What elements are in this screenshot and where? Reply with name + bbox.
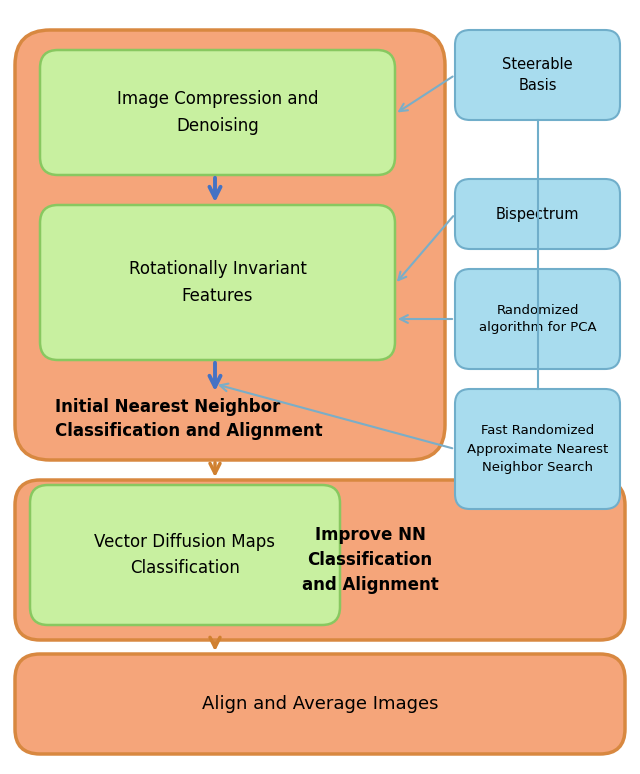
FancyBboxPatch shape bbox=[455, 179, 620, 249]
Text: Rotationally Invariant
Features: Rotationally Invariant Features bbox=[129, 260, 307, 305]
FancyBboxPatch shape bbox=[40, 205, 395, 360]
FancyBboxPatch shape bbox=[455, 269, 620, 369]
FancyBboxPatch shape bbox=[455, 389, 620, 509]
Text: Align and Average Images: Align and Average Images bbox=[202, 695, 438, 713]
Text: Improve NN
Classification
and Alignment: Improve NN Classification and Alignment bbox=[301, 526, 438, 594]
Text: Vector Diffusion Maps
Classification: Vector Diffusion Maps Classification bbox=[95, 533, 275, 577]
FancyBboxPatch shape bbox=[15, 654, 625, 754]
FancyBboxPatch shape bbox=[15, 30, 445, 460]
FancyBboxPatch shape bbox=[455, 30, 620, 120]
Text: Randomized
algorithm for PCA: Randomized algorithm for PCA bbox=[479, 303, 596, 334]
Text: Initial Nearest Neighbor
Classification and Alignment: Initial Nearest Neighbor Classification … bbox=[55, 398, 323, 440]
Text: Steerable
Basis: Steerable Basis bbox=[502, 57, 573, 93]
Text: Image Compression and
Denoising: Image Compression and Denoising bbox=[116, 91, 318, 135]
FancyBboxPatch shape bbox=[40, 50, 395, 175]
Text: Fast Randomized
Approximate Nearest
Neighbor Search: Fast Randomized Approximate Nearest Neig… bbox=[467, 424, 608, 474]
FancyBboxPatch shape bbox=[30, 485, 340, 625]
Text: Bispectrum: Bispectrum bbox=[496, 207, 579, 221]
FancyBboxPatch shape bbox=[15, 480, 625, 640]
